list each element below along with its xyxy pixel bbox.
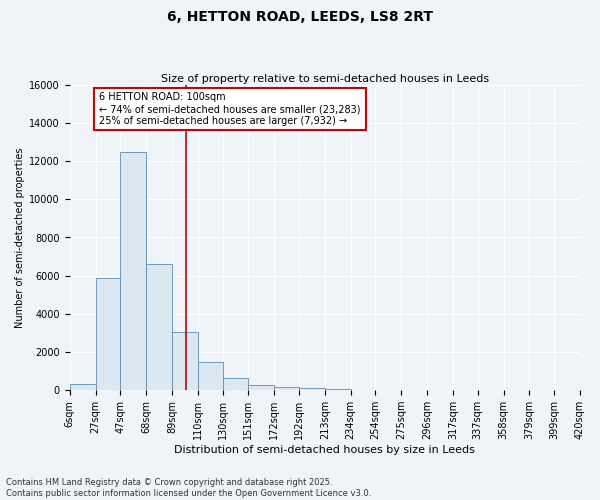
- Bar: [274, 387, 299, 390]
- Bar: [95, 278, 120, 390]
- Title: Size of property relative to semi-detached houses in Leeds: Size of property relative to semi-detach…: [161, 74, 489, 84]
- Bar: [299, 388, 325, 390]
- Bar: [198, 362, 223, 390]
- Bar: [325, 389, 351, 390]
- Text: 6, HETTON ROAD, LEEDS, LS8 2RT: 6, HETTON ROAD, LEEDS, LS8 2RT: [167, 10, 433, 24]
- Y-axis label: Number of semi-detached properties: Number of semi-detached properties: [15, 147, 25, 328]
- Bar: [248, 384, 274, 390]
- Bar: [223, 378, 248, 390]
- Text: Contains HM Land Registry data © Crown copyright and database right 2025.
Contai: Contains HM Land Registry data © Crown c…: [6, 478, 371, 498]
- Bar: [120, 152, 146, 390]
- Text: 6 HETTON ROAD: 100sqm
← 74% of semi-detached houses are smaller (23,283)
25% of : 6 HETTON ROAD: 100sqm ← 74% of semi-deta…: [99, 92, 361, 126]
- X-axis label: Distribution of semi-detached houses by size in Leeds: Distribution of semi-detached houses by …: [175, 445, 475, 455]
- Bar: [70, 384, 95, 390]
- Bar: [172, 332, 198, 390]
- Bar: [146, 264, 172, 390]
